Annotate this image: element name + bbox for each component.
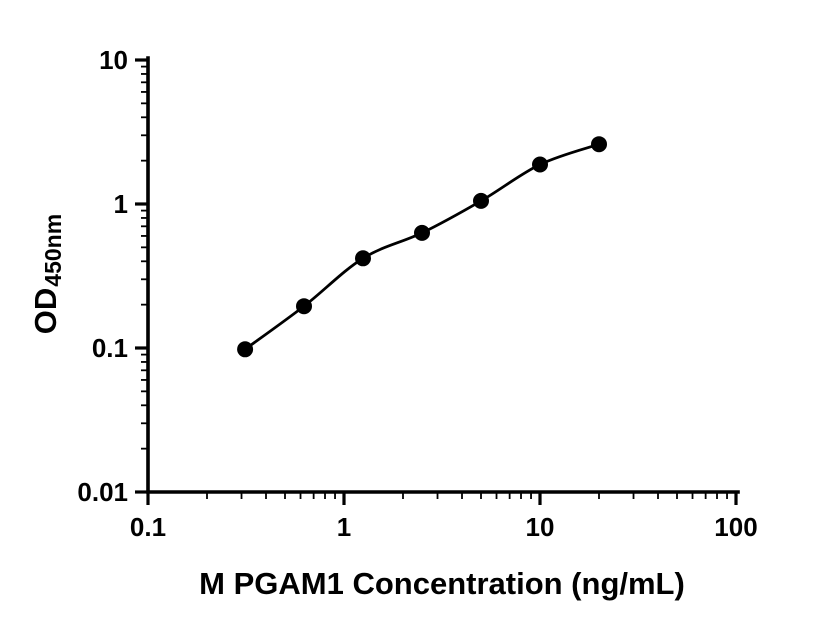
y-tick-label: 1 <box>114 189 128 219</box>
data-point <box>473 192 489 209</box>
y-tick-label: 0.01 <box>77 477 128 507</box>
x-tick-label: 0.1 <box>130 512 166 542</box>
x-tick-label: 100 <box>714 512 757 542</box>
y-tick-label: 0.1 <box>92 333 128 363</box>
x-axis-title: M PGAM1 Concentration (ng/mL) <box>199 566 685 601</box>
data-point <box>355 250 371 267</box>
y-axis-title-subscript: 450nm <box>40 213 66 287</box>
axes-lines <box>146 56 740 494</box>
x-tick-label: 1 <box>337 512 351 542</box>
data-point <box>237 341 254 358</box>
y-tick-label: 10 <box>99 45 128 75</box>
data-point <box>532 156 548 173</box>
y-axis-title: OD450nm <box>28 213 66 335</box>
data-point <box>591 136 607 153</box>
data-point <box>414 224 430 241</box>
data-point <box>296 298 312 315</box>
x-tick-label: 10 <box>526 512 555 542</box>
fit-curve <box>244 142 600 351</box>
y-axis-title-main: OD <box>28 287 63 335</box>
